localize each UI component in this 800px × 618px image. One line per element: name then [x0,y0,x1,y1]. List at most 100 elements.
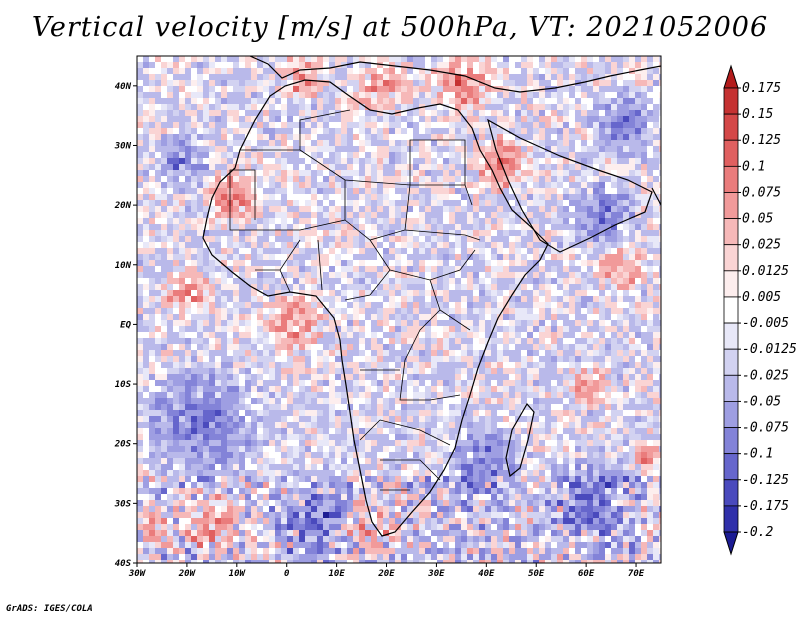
field-cell [299,302,306,309]
field-cell [515,332,522,339]
field-cell [539,308,546,315]
field-cell [365,260,372,267]
field-cell [575,140,582,147]
field-cell [407,314,414,321]
field-cell [419,332,426,339]
field-cell [161,308,168,315]
field-cell [623,68,630,75]
field-cell [371,176,378,183]
field-cell [197,68,204,75]
field-cell [359,380,366,387]
field-cell [401,116,408,123]
field-cell [521,224,528,231]
field-cell [653,260,660,267]
field-cell [173,92,180,99]
field-cell [503,266,510,273]
field-cell [203,332,210,339]
field-cell [155,296,162,303]
field-cell [209,122,216,129]
field-cell [161,110,168,117]
field-cell [281,98,288,105]
field-cell [395,170,402,177]
field-cell [149,56,156,63]
field-cell [605,296,612,303]
field-cell [365,242,372,249]
field-cell [209,188,216,195]
field-cell [191,182,198,189]
field-cell [551,98,558,105]
field-cell [563,272,570,279]
field-cell [347,206,354,213]
field-cell [245,266,252,273]
field-cell [287,350,294,357]
field-cell [161,242,168,249]
field-cell [137,158,144,165]
field-cell [299,350,306,357]
field-cell [299,296,306,303]
field-cell [545,212,552,219]
field-cell [269,260,276,267]
field-cell [605,56,612,63]
field-cell [503,128,510,135]
field-cell [635,74,642,81]
field-cell [497,116,504,123]
field-cell [563,380,570,387]
field-cell [257,194,264,201]
field-cell [287,338,294,345]
field-cell [431,188,438,195]
field-cell [341,116,348,123]
field-cell [275,164,282,171]
field-cell [653,188,660,195]
field-cell [185,224,192,231]
field-cell [209,296,216,303]
field-cell [581,74,588,81]
field-cell [413,242,420,249]
field-cell [611,194,618,201]
field-cell [509,278,516,285]
field-cell [221,272,228,279]
field-cell [359,344,366,351]
field-cell [449,158,456,165]
field-cell [143,152,150,159]
field-cell [509,86,516,93]
field-cell [293,224,300,231]
field-cell [221,158,228,165]
field-cell [197,92,204,99]
field-cell [443,338,450,345]
field-cell [521,212,528,219]
field-cell [557,350,564,357]
field-cell [551,224,558,231]
field-cell [191,254,198,261]
field-cell [191,158,198,165]
field-cell [347,188,354,195]
field-cell [575,368,582,375]
field-cell [341,200,348,207]
field-cell [299,368,306,375]
field-cell [323,122,330,129]
field-cell [251,212,258,219]
field-cell [233,152,240,159]
field-cell [449,74,456,81]
field-cell [203,272,210,279]
field-cell [557,98,564,105]
field-cell [467,272,474,279]
field-cell [239,98,246,105]
field-cell [641,260,648,267]
field-cell [587,272,594,279]
field-cell [377,194,384,201]
field-cell [161,338,168,345]
field-cell [593,266,600,273]
field-cell [419,206,426,213]
field-cell [509,194,516,201]
field-cell [269,362,276,369]
field-cell [575,158,582,165]
field-cell [617,164,624,171]
field-cell [515,224,522,231]
field-cell [659,362,661,369]
field-cell [503,92,510,99]
field-cell [659,368,661,375]
field-cell [653,224,660,231]
field-cell [359,386,366,393]
field-cell [395,224,402,231]
field-cell [599,320,606,327]
